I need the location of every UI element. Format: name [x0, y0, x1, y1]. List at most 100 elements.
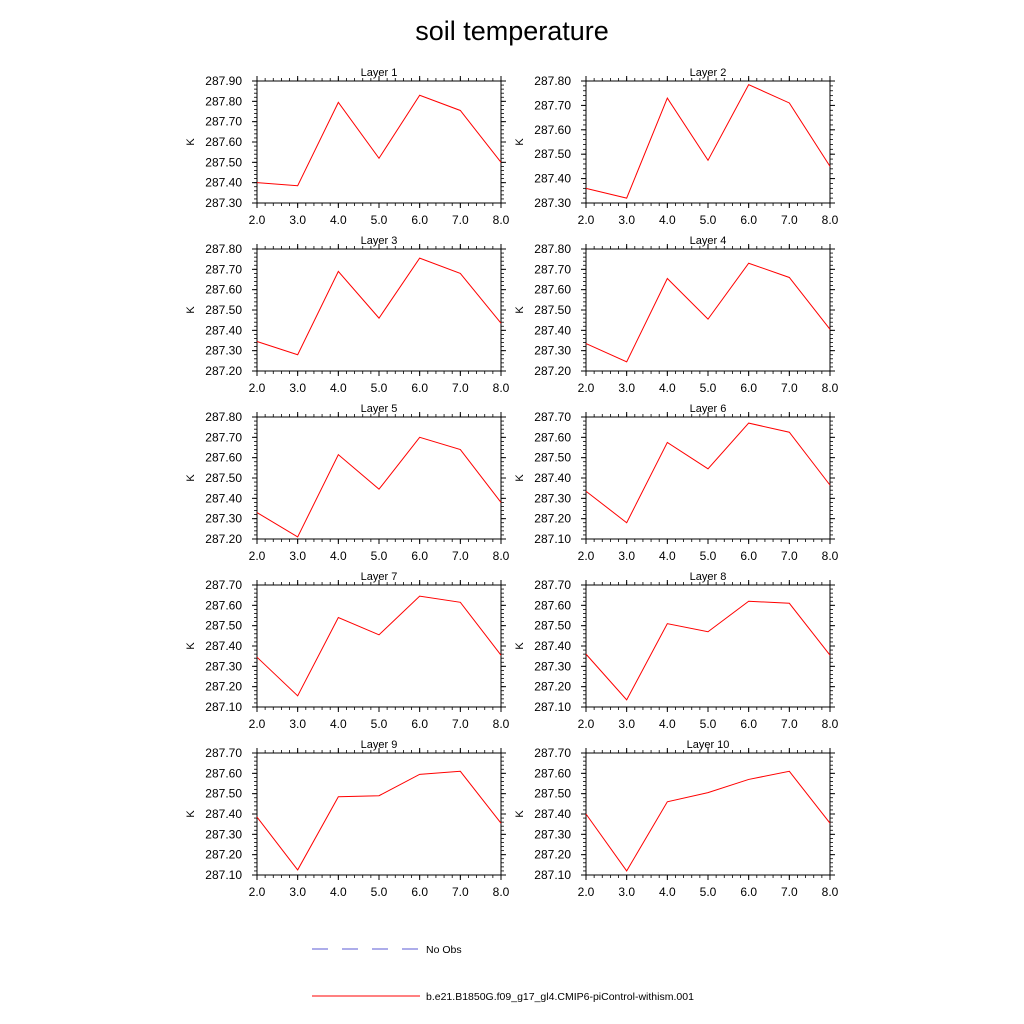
y-tick-label: 287.10 — [205, 868, 242, 882]
x-tick-label: 7.0 — [781, 381, 798, 395]
y-tick-label: 287.50 — [534, 619, 571, 633]
x-tick-label: 7.0 — [452, 717, 469, 731]
y-tick-label: 287.70 — [205, 262, 242, 276]
series-line — [585, 770, 831, 872]
y-tick-label: 287.40 — [205, 323, 242, 337]
x-tick-label: 4.0 — [330, 717, 347, 731]
y-tick-label: 287.40 — [205, 176, 242, 190]
series-line — [256, 436, 502, 538]
x-tick-label: 3.0 — [289, 885, 306, 899]
legend-model-label: b.e21.B1850G.f09_g17_gl4.CMIP6-piControl… — [426, 991, 694, 1003]
x-tick-label: 7.0 — [452, 381, 469, 395]
panel-title: Layer 10 — [687, 739, 730, 751]
y-tick-label: 287.80 — [534, 242, 571, 256]
y-tick-label: 287.70 — [205, 578, 242, 592]
plot-frame — [256, 416, 502, 540]
y-tick-label: 287.30 — [534, 344, 571, 358]
y-tick-label: 287.40 — [205, 491, 242, 505]
y-tick-label: 287.90 — [205, 74, 242, 88]
x-tick-label: 8.0 — [493, 549, 510, 563]
y-tick-label: 287.30 — [534, 659, 571, 673]
x-tick-label: 5.0 — [371, 549, 388, 563]
y-tick-label: 287.20 — [534, 364, 571, 378]
x-tick-label: 8.0 — [822, 717, 839, 731]
y-tick-label: 287.20 — [205, 680, 242, 694]
x-tick-label: 3.0 — [618, 213, 635, 227]
y-tick-label: 287.20 — [205, 364, 242, 378]
x-tick-label: 4.0 — [659, 381, 676, 395]
series-line — [256, 595, 502, 697]
y-tick-label: 287.50 — [205, 303, 242, 317]
plot-frame — [256, 80, 502, 204]
series-line — [256, 257, 502, 356]
x-tick-label: 8.0 — [822, 213, 839, 227]
y-axis-label: K — [185, 810, 197, 818]
y-tick-label: 287.70 — [205, 430, 242, 444]
x-tick-label: 4.0 — [330, 213, 347, 227]
x-tick-label: 3.0 — [618, 549, 635, 563]
panel-title: Layer 7 — [361, 571, 398, 583]
panel-4: Layer 4 K 287.20 287.30 287.40 287.50 287.60 28… — [514, 235, 839, 395]
panel-7: Layer 7 K 287.10 287.20 287.30 287.40 287.50 28… — [185, 571, 510, 731]
x-tick-label: 6.0 — [411, 381, 428, 395]
panel-9: Layer 9 K 287.10 287.20 287.30 287.40 287.50 28… — [185, 739, 510, 899]
x-tick-label: 7.0 — [452, 885, 469, 899]
x-tick-label: 8.0 — [493, 381, 510, 395]
x-tick-label: 8.0 — [493, 885, 510, 899]
x-tick-label: 6.0 — [740, 717, 757, 731]
plot-frame — [585, 584, 831, 708]
y-tick-label: 287.40 — [205, 807, 242, 821]
x-tick-label: 2.0 — [249, 717, 266, 731]
y-tick-label: 287.20 — [205, 532, 242, 546]
y-tick-label: 287.50 — [205, 155, 242, 169]
y-tick-label: 287.40 — [534, 639, 571, 653]
panel-5: Layer 5 K 287.20 287.30 287.40 287.50 287.60 28… — [185, 403, 510, 563]
y-tick-label: 287.30 — [205, 659, 242, 673]
y-tick-label: 287.60 — [534, 766, 571, 780]
legend-no-obs-label: No Obs — [426, 944, 462, 956]
panel-title: Layer 4 — [690, 235, 727, 247]
y-axis-label: K — [185, 306, 197, 314]
x-tick-label: 8.0 — [493, 213, 510, 227]
y-tick-label: 287.60 — [534, 598, 571, 612]
y-tick-label: 287.30 — [534, 491, 571, 505]
x-tick-label: 4.0 — [330, 381, 347, 395]
y-tick-label: 287.40 — [534, 323, 571, 337]
y-tick-label: 287.40 — [534, 172, 571, 186]
y-tick-label: 287.30 — [534, 827, 571, 841]
figure-title: soil temperature — [415, 16, 609, 46]
panel-title: Layer 1 — [361, 67, 398, 79]
x-tick-label: 2.0 — [578, 717, 595, 731]
x-tick-label: 5.0 — [700, 213, 717, 227]
x-tick-label: 5.0 — [371, 717, 388, 731]
y-tick-label: 287.50 — [205, 787, 242, 801]
y-tick-label: 287.30 — [205, 512, 242, 526]
plot-frame — [256, 752, 502, 876]
x-tick-label: 6.0 — [411, 213, 428, 227]
y-tick-label: 287.30 — [205, 827, 242, 841]
y-tick-label: 287.40 — [205, 639, 242, 653]
panel-title: Layer 6 — [690, 403, 727, 415]
y-tick-label: 287.70 — [534, 98, 571, 112]
x-tick-label: 3.0 — [289, 717, 306, 731]
y-tick-label: 287.60 — [534, 283, 571, 297]
y-tick-label: 287.70 — [534, 746, 571, 760]
y-tick-label: 287.80 — [534, 74, 571, 88]
series-line — [585, 262, 831, 363]
panel-title: Layer 8 — [690, 571, 727, 583]
y-tick-label: 287.10 — [534, 532, 571, 546]
y-tick-label: 287.40 — [534, 471, 571, 485]
y-tick-label: 287.10 — [205, 700, 242, 714]
series-line — [585, 422, 831, 524]
y-tick-label: 287.50 — [534, 147, 571, 161]
x-tick-label: 4.0 — [659, 717, 676, 731]
x-tick-label: 4.0 — [330, 549, 347, 563]
x-tick-label: 7.0 — [452, 549, 469, 563]
y-tick-label: 287.20 — [534, 512, 571, 526]
y-tick-label: 287.70 — [534, 578, 571, 592]
x-tick-label: 7.0 — [781, 717, 798, 731]
panel-6: Layer 6 K 287.10 287.20 287.30 287.40 287.50 28… — [514, 403, 839, 563]
y-tick-label: 287.70 — [534, 410, 571, 424]
x-tick-label: 8.0 — [822, 549, 839, 563]
y-tick-label: 287.70 — [205, 746, 242, 760]
